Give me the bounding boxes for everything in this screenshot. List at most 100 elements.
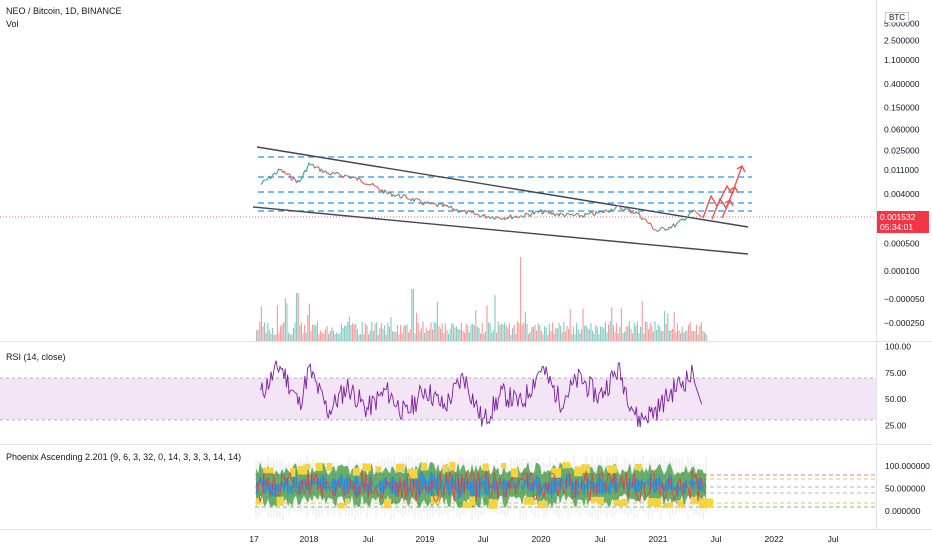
projection-arrows[interactable]	[702, 165, 746, 220]
time-tick-label: Jul	[828, 534, 839, 544]
price-candle	[276, 168, 280, 173]
volume-bar	[604, 321, 606, 341]
volume-bar	[603, 328, 605, 341]
price-candle	[456, 208, 459, 213]
rsi-axis[interactable]: 100.00 75.00 50.00 25.00	[885, 342, 911, 431]
price-candle	[422, 203, 424, 206]
price-candle	[565, 212, 568, 216]
volume-bar	[694, 331, 696, 341]
price-candle	[571, 213, 574, 216]
symbol-title[interactable]: NEO / Bitcoin, 1D, BINANCE	[6, 6, 122, 16]
volume-bar	[510, 334, 512, 341]
price-candle	[591, 212, 594, 216]
price-candle	[518, 215, 521, 218]
price-candle	[346, 175, 348, 177]
volume-bar	[289, 334, 291, 341]
volume-bar	[553, 333, 555, 341]
price-candle	[686, 214, 690, 218]
horizontal-levels[interactable]	[258, 156, 752, 212]
volume-bar	[400, 324, 402, 341]
volume-bar	[395, 331, 397, 341]
volume-bar	[502, 324, 504, 341]
volume-bar	[262, 326, 264, 341]
volume-bar	[500, 323, 502, 341]
rsi-label[interactable]: RSI (14, close)	[6, 352, 66, 362]
volume-bar	[483, 333, 485, 341]
volume-bar	[379, 327, 381, 341]
volume-bar	[558, 322, 560, 341]
volume-bars	[256, 257, 707, 341]
volume-bar	[331, 327, 333, 341]
time-axis[interactable]: 17 2018 Jul 2019 Jul 2020 Jul 2021 Jul 2022 Jul	[249, 534, 838, 544]
price-candle	[657, 229, 661, 232]
phoenix-yellow-block	[375, 466, 382, 473]
volume-bar	[392, 331, 394, 341]
phoenix-label[interactable]: Phoenix Ascending 2.201 (9, 6, 3, 32, 0,…	[6, 452, 242, 462]
volume-bar	[505, 325, 507, 341]
price-candle	[506, 217, 509, 220]
volume-bar	[579, 333, 581, 341]
trend-lines[interactable]	[252, 146, 749, 255]
arrow-head	[729, 186, 739, 194]
volume-bar	[345, 325, 347, 341]
volume-bar	[406, 324, 408, 341]
volume-bar	[296, 293, 298, 341]
price-candle	[462, 209, 464, 212]
volume-bar	[520, 257, 522, 341]
volume-bar	[435, 323, 437, 341]
volume-bar	[512, 327, 514, 341]
volume-bar	[494, 295, 496, 341]
arrow-head	[724, 199, 734, 207]
volume-bar	[288, 332, 290, 341]
volume-bar	[619, 326, 621, 341]
price-axis[interactable]: 5.000000 2.500000 1.100000 0.400000 0.150000…	[884, 19, 925, 328]
volume-bar	[432, 329, 434, 341]
volume-bar	[689, 322, 691, 341]
price-candle	[416, 198, 419, 200]
price-candle	[522, 216, 525, 219]
volume-bar	[700, 322, 702, 341]
volume-bar	[536, 330, 538, 341]
volume-bar	[347, 321, 349, 341]
price-candle	[293, 176, 296, 180]
volume-bar	[534, 325, 536, 341]
volume-bar	[380, 323, 382, 341]
volume-bar	[304, 324, 306, 341]
phoenix-yellow-block	[590, 496, 598, 503]
price-candle	[605, 209, 608, 212]
phoenix-axis[interactable]: 100.000000 50.000000 0.000000	[885, 461, 930, 516]
volume-bar	[646, 321, 648, 341]
price-candle	[477, 213, 480, 216]
phoenix-yellow-block	[263, 467, 274, 474]
price-candle	[385, 191, 389, 195]
volume-label[interactable]: Vol	[6, 19, 19, 29]
volume-bar	[443, 333, 445, 341]
volume-bar	[585, 325, 587, 341]
phoenix-yellow-block	[501, 463, 507, 469]
price-candle	[685, 216, 688, 220]
price-candle	[645, 219, 648, 223]
price-candle	[597, 211, 600, 214]
rsi-line-path	[260, 360, 703, 428]
volume-bar	[612, 325, 614, 341]
volume-bar	[531, 327, 533, 341]
price-candle	[472, 211, 476, 215]
volume-bar	[668, 330, 670, 341]
upper-trendline	[256, 146, 749, 228]
currency-unit[interactable]: BTC	[885, 12, 909, 23]
volume-bar	[667, 313, 669, 341]
price-tick-label: −0.000250	[884, 318, 925, 328]
price-candle	[470, 211, 473, 214]
time-tick-label: 2019	[416, 534, 435, 544]
volume-bar	[464, 332, 466, 341]
volume-bar	[609, 321, 611, 341]
phoenix-yellow-block	[524, 497, 535, 505]
volume-bar	[532, 326, 534, 341]
time-tick-label: 2021	[649, 534, 668, 544]
volume-bar	[427, 330, 429, 341]
price-candle	[554, 214, 557, 217]
price-tick-label: 0.004000	[884, 189, 920, 199]
volume-bar	[329, 331, 331, 341]
projection-arrow	[711, 186, 736, 220]
